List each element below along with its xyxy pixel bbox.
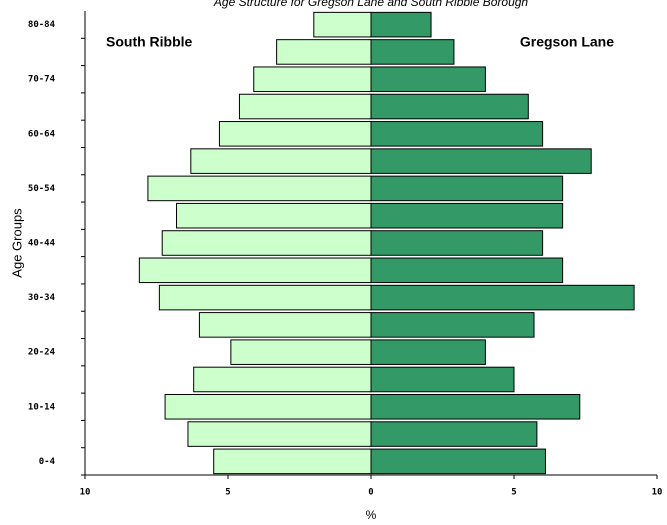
y-tick-label: 0-4 (39, 457, 56, 467)
bar (313, 11, 372, 38)
y-tick-label: 60-64 (28, 129, 56, 139)
bar (370, 366, 515, 393)
bar (370, 257, 564, 284)
bar (158, 284, 372, 311)
bar (370, 393, 581, 420)
bar (138, 257, 372, 284)
bar (276, 39, 372, 65)
bar (370, 175, 564, 202)
bar (238, 93, 372, 120)
bar (370, 312, 535, 338)
bar (213, 448, 372, 475)
bar (370, 230, 544, 256)
bar (187, 421, 372, 447)
bar (370, 11, 432, 38)
y-tick-label: 80-84 (28, 20, 56, 30)
y-tick-label: 70-74 (28, 75, 56, 85)
y-tick-label: 30-34 (28, 293, 56, 303)
bar (193, 366, 372, 393)
y-tick-label: 50-54 (28, 184, 56, 194)
bar (370, 93, 529, 120)
y-tick-label: 10-14 (28, 402, 56, 412)
x-tick-label: 5 (225, 488, 230, 498)
x-tick-label: 10 (652, 488, 663, 498)
x-tick-label: 0 (368, 488, 373, 498)
bar (147, 175, 372, 202)
bar (370, 448, 546, 475)
bar (176, 202, 372, 229)
bar (161, 230, 372, 256)
bar (370, 66, 486, 93)
bar (370, 421, 538, 447)
chart-title: Age Structure for Gregson Lane and South… (213, 0, 529, 9)
bar (190, 148, 372, 174)
series-label: South Ribble (106, 34, 193, 50)
bar (218, 121, 372, 147)
bar (253, 66, 372, 93)
bar (370, 121, 544, 147)
x-axis-label: % (366, 508, 377, 522)
bar (370, 148, 592, 174)
y-axis-label: Age Groups (9, 208, 24, 278)
bar (370, 284, 635, 311)
bar (198, 312, 372, 338)
bar (164, 393, 372, 420)
x-tick-label: 10 (80, 488, 91, 498)
y-tick-label: 20-24 (28, 348, 56, 358)
series-label: Gregson Lane (520, 34, 614, 50)
bar (370, 39, 455, 65)
bar (370, 339, 486, 365)
bar (370, 202, 564, 229)
bar (230, 339, 372, 365)
x-tick-label: 5 (511, 488, 516, 498)
y-tick-label: 40-44 (28, 239, 56, 249)
